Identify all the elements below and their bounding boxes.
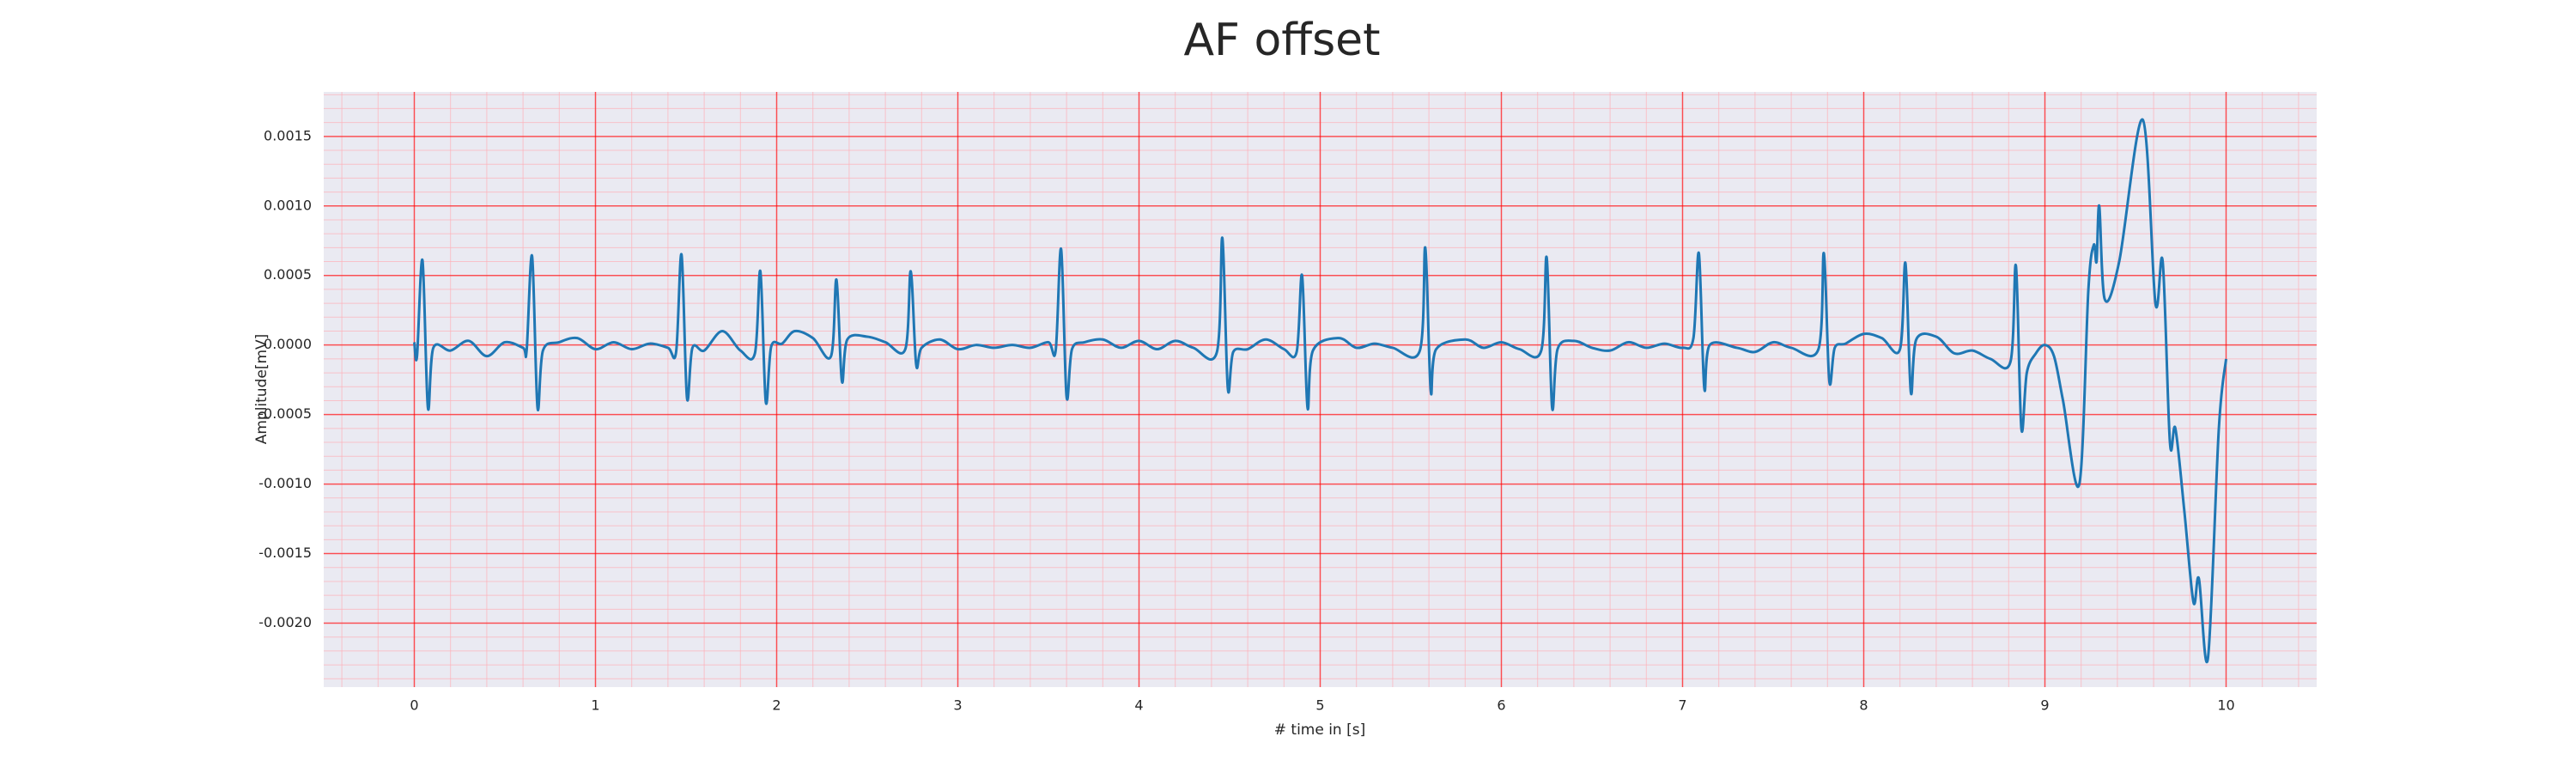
x-tick-label: 0 bbox=[410, 697, 418, 714]
x-axis-label: # time in [s] bbox=[1274, 721, 1365, 739]
x-tick-label: 10 bbox=[2217, 697, 2234, 714]
x-tick-label: 6 bbox=[1497, 697, 1505, 714]
x-tick-label: 7 bbox=[1678, 697, 1686, 714]
y-tick-label: -0.0015 bbox=[258, 545, 312, 561]
ecg-line bbox=[413, 118, 2227, 663]
x-tick-label: 2 bbox=[772, 697, 781, 714]
y-tick-label: 0.0015 bbox=[264, 127, 312, 143]
x-tick-label: 8 bbox=[1859, 697, 1868, 714]
x-tick-label: 5 bbox=[1315, 697, 1324, 714]
y-tick-label: -0.0010 bbox=[258, 475, 312, 491]
x-tick-label: 1 bbox=[591, 697, 599, 714]
y-tick-label: -0.0020 bbox=[258, 614, 312, 630]
x-tick-label: 3 bbox=[953, 697, 962, 714]
y-tick-label: 0.0010 bbox=[264, 197, 312, 213]
y-tick-label: -0.0005 bbox=[258, 405, 312, 422]
chart-title: AF offset bbox=[1183, 15, 1380, 66]
y-tick-label: 0.0000 bbox=[264, 336, 312, 352]
x-tick-label: 4 bbox=[1134, 697, 1143, 714]
x-tick-label: 9 bbox=[2040, 697, 2049, 714]
y-tick-label: 0.0005 bbox=[264, 266, 312, 283]
y-axis-label: Amplitude[mV] bbox=[253, 334, 270, 445]
